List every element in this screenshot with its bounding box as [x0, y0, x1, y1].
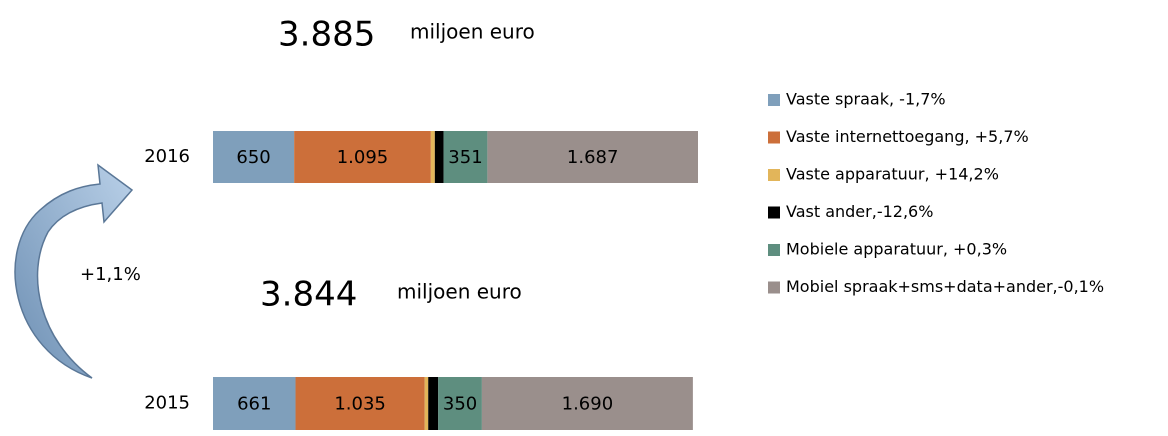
data-label: 650 [236, 147, 270, 168]
bar-segment [438, 377, 482, 430]
data-label: 1.035 [334, 394, 386, 415]
data-label: 1.095 [337, 147, 389, 168]
data-label: 661 [237, 394, 271, 415]
bar-segment [430, 131, 435, 183]
legend-label: Vaste apparatuur, +14,2% [786, 165, 999, 184]
data-label: 350 [443, 394, 477, 415]
legend-label: Vaste spraak, -1,7% [786, 90, 946, 109]
bar-segment [428, 377, 439, 430]
total-unit: miljoen euro [397, 280, 522, 304]
total-2016: 3.885 [278, 15, 375, 55]
bar-segment [443, 131, 488, 183]
legend-swatch [768, 169, 780, 181]
legend-label: Vaste internettoegang, +5,7% [786, 127, 1029, 146]
legend-swatch [768, 244, 780, 256]
legend-swatch [768, 206, 780, 219]
legend-swatch [768, 281, 780, 294]
bar-segment [294, 131, 431, 183]
bar-segment [481, 377, 693, 430]
category-label: 2016 [144, 146, 190, 167]
legend-swatch [768, 94, 780, 106]
legend-label: Vast ander,-12,6% [786, 202, 933, 221]
total-2015: 3.844 [260, 275, 357, 315]
bar-segment [295, 377, 425, 430]
legend-label: Mobiel spraak+sms+data+ander,-0,1% [786, 277, 1104, 296]
legend-label: Mobiele apparatuur, +0,3% [786, 240, 1007, 259]
data-label: 1.690 [562, 394, 614, 415]
category-label: 2015 [144, 393, 190, 414]
bar-segment [213, 377, 296, 430]
data-label: 1.687 [567, 147, 619, 168]
bar-segment [424, 377, 429, 430]
growth-label: +1,1% [80, 264, 141, 285]
legend-swatch [768, 131, 780, 144]
growth-arrow [14, 163, 134, 379]
bar-segment [434, 131, 444, 183]
data-label: 351 [448, 147, 482, 168]
total-unit: miljoen euro [410, 20, 535, 44]
bar-segment [487, 131, 698, 183]
bar-segment [213, 131, 295, 183]
